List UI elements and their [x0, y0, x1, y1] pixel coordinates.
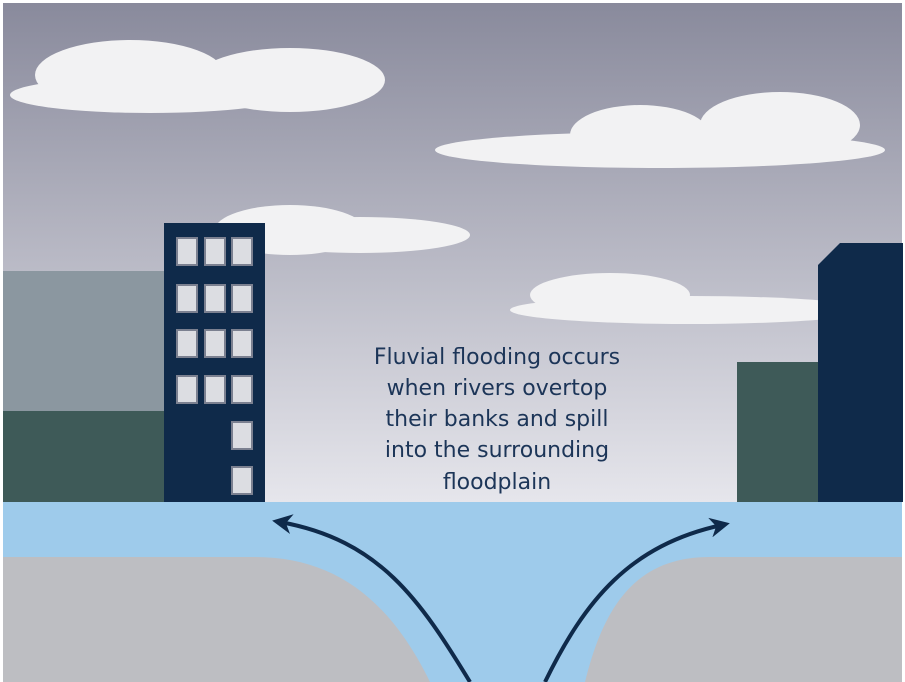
building	[818, 243, 903, 502]
caption-line: floodplain	[443, 470, 551, 495]
caption-line: into the surrounding	[385, 438, 609, 463]
page: {"caption": {"lines": ["Fluvial flooding…	[0, 0, 905, 682]
caption-line: Fluvial flooding occurs	[374, 345, 620, 370]
caption-line: their banks and spill	[386, 407, 609, 432]
building	[737, 362, 820, 502]
caption-line: when rivers overtop	[387, 376, 608, 401]
fluvial-flooding-illustration: Fluvial flooding occurs when rivers over…	[0, 0, 905, 682]
